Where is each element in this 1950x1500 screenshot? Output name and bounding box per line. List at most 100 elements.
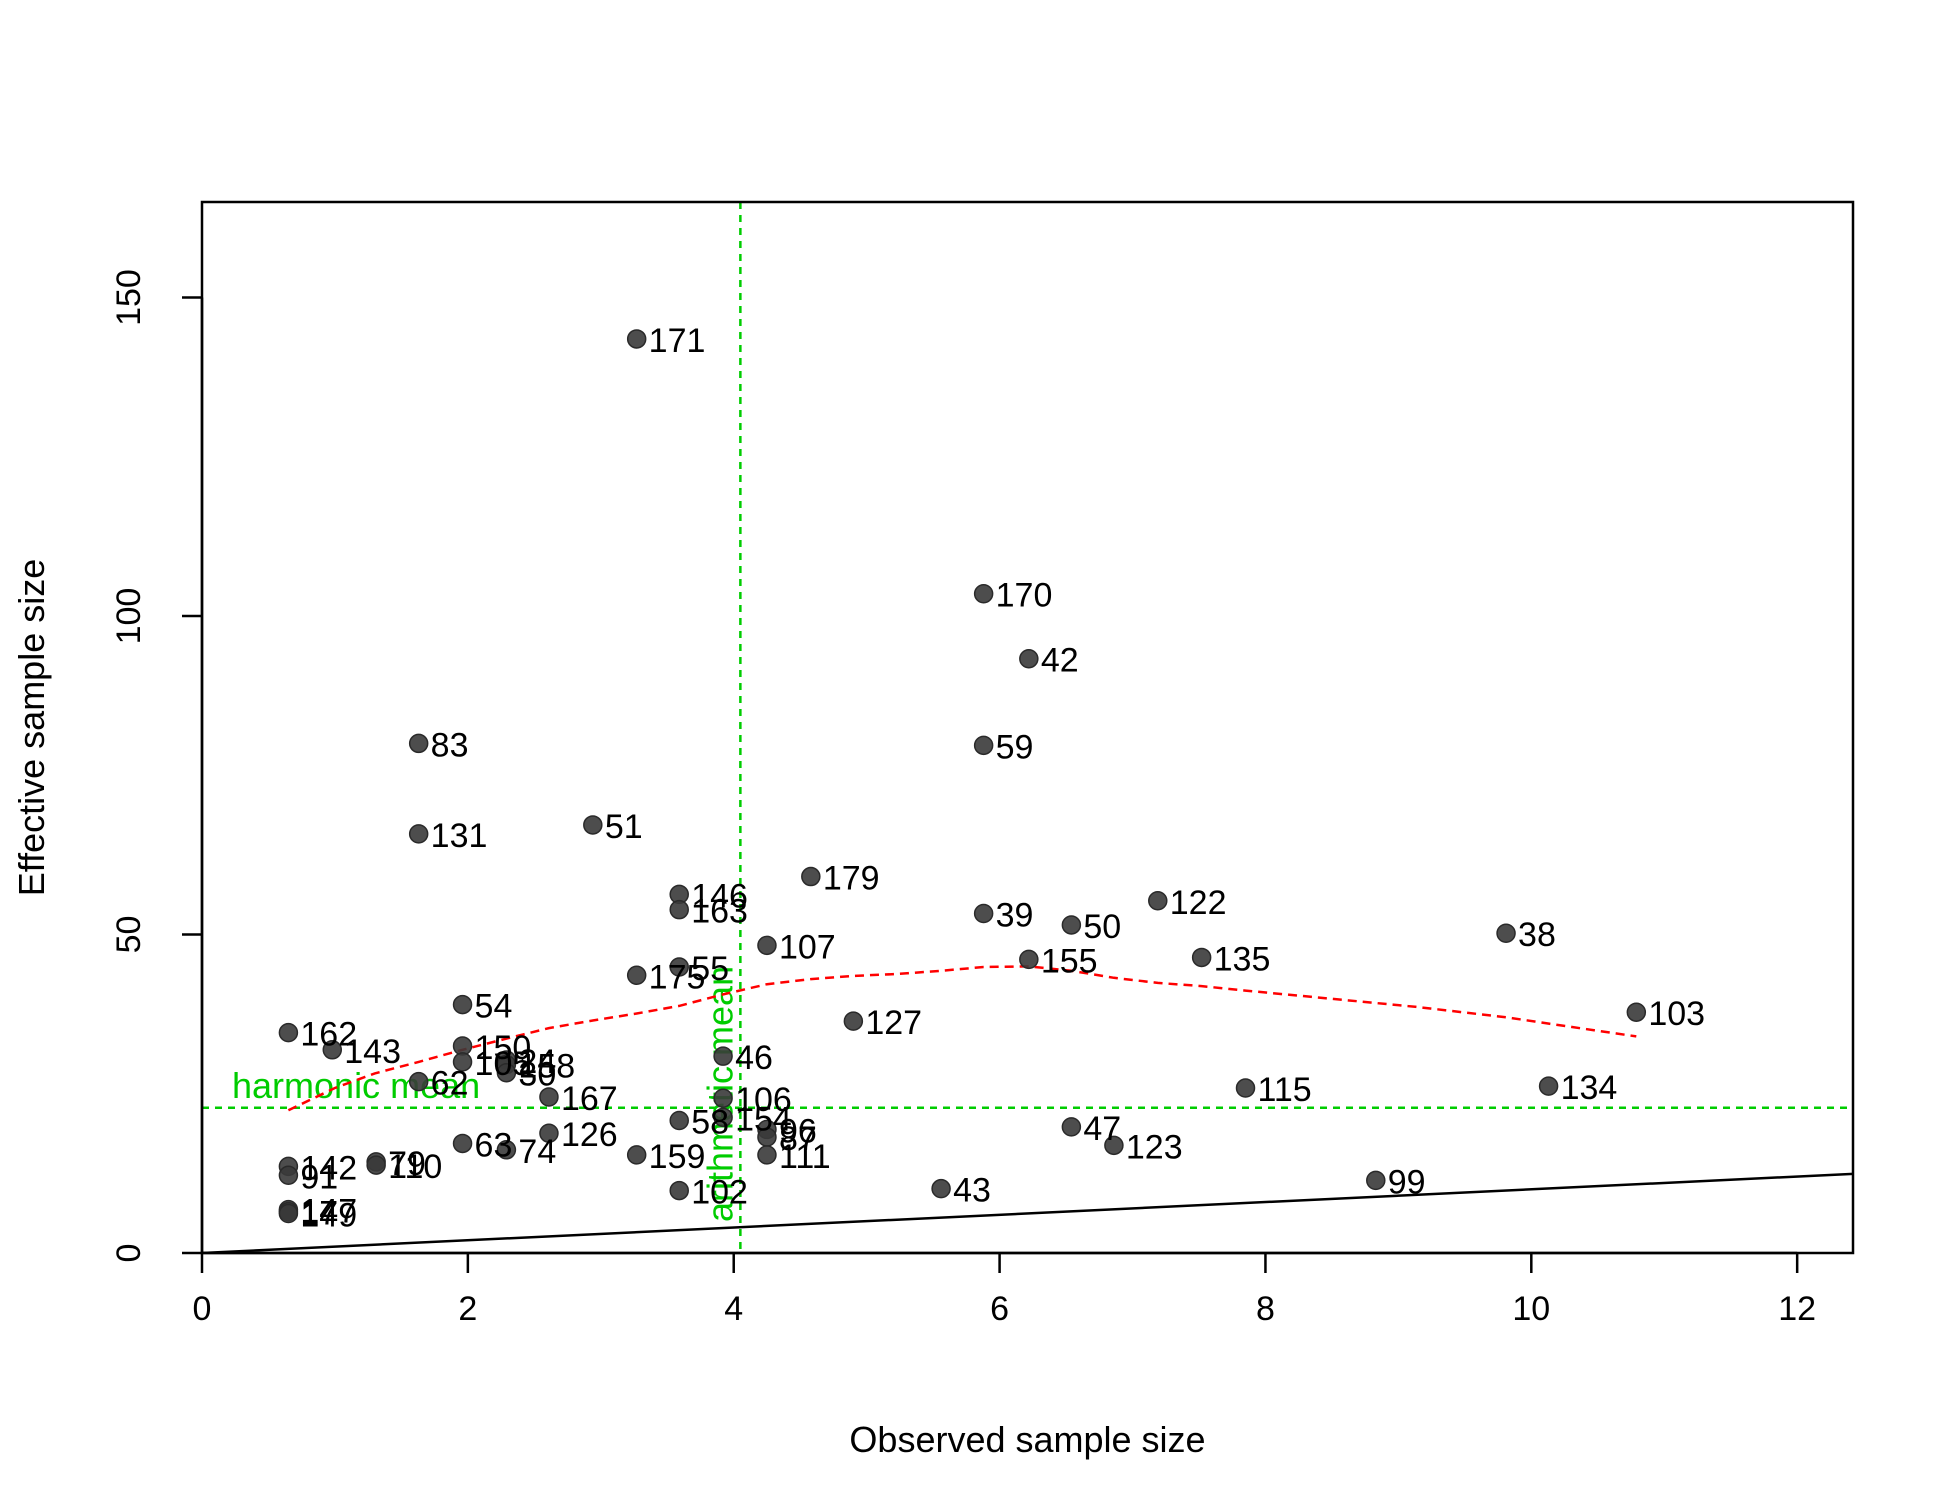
data-point (408, 824, 429, 844)
point-label: 51 (605, 808, 643, 846)
points-layer (278, 329, 1647, 1224)
point-label: 154 (735, 1100, 792, 1138)
data-point (669, 1110, 689, 1131)
point-label: 126 (561, 1116, 618, 1154)
data-point (757, 1145, 777, 1165)
data-point (366, 1155, 386, 1175)
point-label: 91 (300, 1158, 338, 1196)
point-label: 143 (344, 1033, 401, 1071)
point-label: 134 (1561, 1069, 1618, 1107)
data-point (1538, 1076, 1559, 1096)
data-point (452, 1052, 473, 1072)
point-label: 131 (431, 817, 488, 855)
point-label: 59 (996, 728, 1034, 766)
x-tick-label: 6 (990, 1290, 1009, 1328)
data-point (1191, 947, 1212, 968)
smooth-line (287, 965, 1637, 1112)
data-point (973, 583, 994, 604)
x-tick-label: 10 (1512, 1290, 1550, 1328)
point-label: 106 (735, 1081, 792, 1119)
point-label: 87 (779, 1120, 817, 1158)
harmonic-mean-label: harmonic mean (232, 1065, 480, 1106)
y-tick-label: 0 (110, 1244, 148, 1263)
point-label: 142 (300, 1149, 357, 1187)
x-tick-label: 8 (1256, 1290, 1275, 1328)
data-point (583, 815, 603, 835)
point-label: 110 (388, 1148, 442, 1186)
data-point (843, 1011, 864, 1031)
data-point (973, 903, 994, 924)
point-label: 17 (300, 1195, 338, 1233)
x-tick-label: 2 (458, 1290, 477, 1328)
data-point (496, 1140, 517, 1160)
data-point (539, 1087, 559, 1107)
x-tick-label: 0 (193, 1290, 212, 1328)
point-label: 123 (1126, 1128, 1183, 1166)
data-point (801, 866, 821, 887)
data-point (1019, 648, 1039, 669)
point-label: 159 (649, 1138, 706, 1176)
data-point (322, 1040, 343, 1060)
point-label: 167 (561, 1080, 618, 1118)
data-point (1366, 1170, 1386, 1191)
point-label: 79 (388, 1145, 426, 1183)
data-point (713, 1107, 733, 1128)
y-axis: 0 50 100 150 (110, 269, 204, 1263)
point-label: 83 (431, 726, 469, 764)
data-point (1148, 891, 1168, 911)
data-point (626, 329, 647, 349)
point-label: 146 (691, 877, 748, 915)
x-axis-label: Observed sample size (849, 1419, 1205, 1460)
data-point (713, 1088, 733, 1108)
x-tick-label: 12 (1778, 1290, 1816, 1328)
point-label: 147 (300, 1193, 357, 1231)
point-label: 163 (691, 893, 748, 931)
point-label: 127 (865, 1004, 922, 1042)
data-point (669, 899, 689, 920)
data-point (626, 1145, 647, 1165)
data-point (278, 1165, 299, 1186)
data-point (713, 1046, 733, 1066)
data-point (1626, 1002, 1647, 1022)
smooth-line-layer (287, 965, 1637, 1112)
data-point (757, 935, 777, 956)
data-point (626, 965, 647, 986)
x-tick-label: 4 (724, 1290, 743, 1328)
point-label: 47 (1083, 1110, 1121, 1148)
point-label: 150 (475, 1029, 532, 1067)
y-tick-label: 100 (110, 588, 148, 645)
point-label: 63 (475, 1126, 513, 1164)
point-label: 102 (691, 1174, 748, 1212)
point-label: 43 (953, 1172, 991, 1210)
data-point (1235, 1078, 1256, 1098)
point-label: 30 (518, 1056, 556, 1094)
data-point (1061, 915, 1082, 935)
y-tick-label: 50 (110, 916, 148, 954)
point-label: 39 (996, 896, 1034, 934)
data-point (496, 1062, 517, 1083)
point-label: 74 (518, 1133, 556, 1171)
point-label: 50 (1083, 908, 1121, 946)
point-label: 122 (1170, 884, 1227, 922)
data-point (452, 1133, 473, 1154)
data-point (669, 1180, 689, 1201)
point-label: 55 (691, 950, 729, 988)
point-label: 171 (649, 322, 706, 360)
data-point (539, 1123, 559, 1143)
data-point (278, 1022, 299, 1043)
data-point (669, 957, 689, 977)
data-point (408, 1071, 429, 1092)
point-label: 111 (779, 1138, 831, 1176)
point-label: 24 (518, 1043, 556, 1081)
data-point (1496, 923, 1516, 943)
point-label: 58 (691, 1104, 729, 1142)
point-label: 103 (1648, 995, 1705, 1033)
x-axis: 0 2 4 6 8 10 12 (193, 1251, 1816, 1328)
point-label: 46 (735, 1039, 773, 1077)
point-label: 62 (431, 1065, 469, 1103)
point-label: 99 (1388, 1163, 1426, 1201)
identity-line-layer (202, 1172, 1853, 1253)
